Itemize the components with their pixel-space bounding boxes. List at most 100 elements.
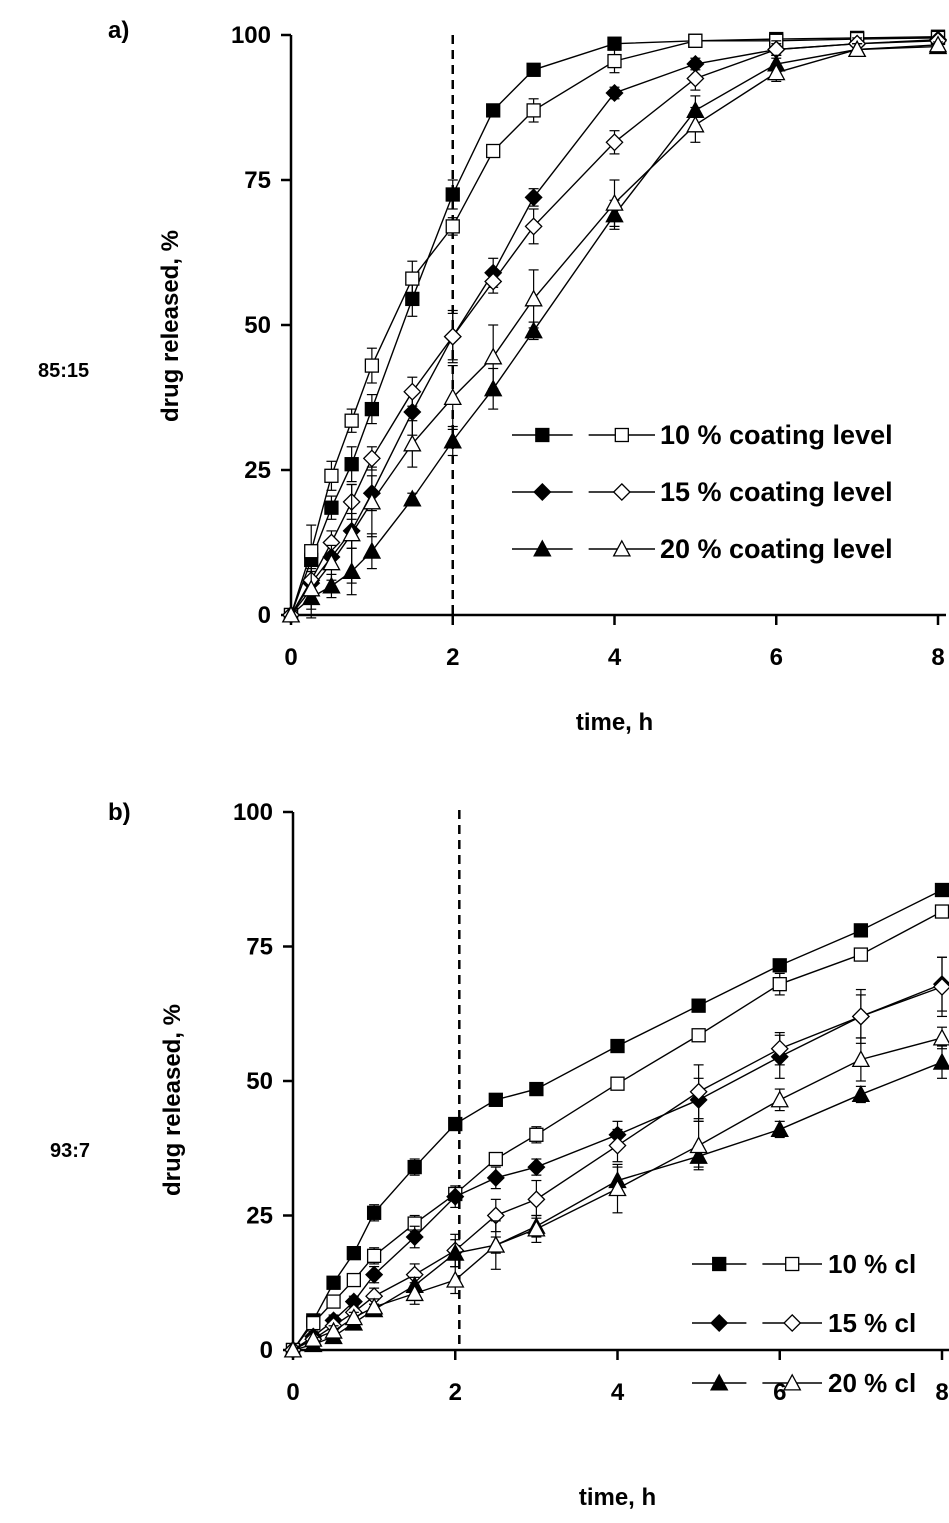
ratio-label-a: 85:15 bbox=[38, 360, 90, 382]
data-point bbox=[346, 1272, 361, 1288]
data-point bbox=[484, 272, 503, 291]
data-point bbox=[346, 1246, 361, 1261]
data-point bbox=[770, 1039, 789, 1058]
legend-label: 20 % cl bbox=[828, 1368, 916, 1398]
data-point bbox=[527, 1190, 546, 1209]
panel-label: a) bbox=[108, 17, 129, 44]
data-point bbox=[364, 1297, 384, 1315]
data-point bbox=[772, 977, 787, 992]
data-point bbox=[608, 1179, 627, 1197]
data-point bbox=[689, 1082, 708, 1101]
data-point bbox=[407, 1159, 422, 1175]
data-point bbox=[851, 1049, 871, 1068]
series-2 bbox=[283, 30, 946, 623]
data-point bbox=[934, 904, 949, 919]
data-point bbox=[448, 1116, 463, 1132]
data-point bbox=[304, 544, 319, 559]
data-point bbox=[932, 1052, 949, 1070]
data-point bbox=[605, 133, 624, 152]
y-tick-label: 0 bbox=[260, 1337, 273, 1364]
data-point bbox=[364, 401, 380, 417]
data-point bbox=[488, 1151, 503, 1167]
data-point bbox=[853, 923, 869, 938]
data-point bbox=[853, 947, 869, 962]
y-tick-label: 100 bbox=[233, 799, 273, 826]
data-point bbox=[686, 115, 705, 133]
series-line bbox=[290, 40, 939, 616]
data-point bbox=[344, 413, 359, 428]
series-line bbox=[290, 37, 939, 616]
data-point bbox=[524, 321, 543, 339]
data-point bbox=[324, 1321, 343, 1339]
data-point bbox=[524, 188, 543, 207]
legend-marker bbox=[533, 482, 552, 502]
series-line bbox=[290, 38, 939, 616]
legend-marker bbox=[535, 427, 550, 443]
series-line bbox=[290, 36, 939, 616]
x-axis-label: time, h bbox=[579, 1484, 656, 1511]
legend-marker bbox=[709, 1373, 729, 1391]
data-point bbox=[932, 1028, 949, 1046]
data-point bbox=[851, 1084, 871, 1103]
legend: 10 % cl 15 % cl 20 % cl bbox=[692, 1249, 916, 1398]
data-point bbox=[326, 1294, 341, 1309]
series-6 bbox=[283, 1026, 949, 1358]
legend-marker bbox=[533, 539, 552, 557]
legend-label: 20 % coating level bbox=[660, 534, 893, 564]
data-point bbox=[443, 388, 462, 406]
data-point bbox=[486, 1168, 505, 1187]
legend-marker bbox=[712, 1256, 727, 1272]
legend-entry-1: 10 % cl bbox=[692, 1249, 916, 1279]
legend-marker bbox=[710, 1313, 729, 1333]
data-point bbox=[770, 1119, 789, 1137]
data-point bbox=[324, 500, 339, 515]
data-point bbox=[847, 40, 867, 58]
data-point bbox=[691, 1028, 706, 1043]
data-point bbox=[446, 1187, 465, 1206]
legend-marker bbox=[782, 1373, 802, 1391]
data-point bbox=[488, 1092, 503, 1107]
x-tick-label: 0 bbox=[284, 644, 297, 671]
series-1 bbox=[285, 882, 949, 1358]
data-point bbox=[526, 103, 541, 118]
data-point bbox=[446, 1270, 465, 1288]
data-point bbox=[302, 579, 321, 597]
legend-marker bbox=[614, 427, 629, 443]
data-point bbox=[608, 1136, 627, 1155]
data-point bbox=[770, 1090, 789, 1108]
data-point bbox=[928, 35, 948, 53]
data-point bbox=[605, 83, 624, 103]
data-point bbox=[366, 1248, 382, 1264]
x-tick-label: 8 bbox=[935, 1379, 948, 1406]
series-1 bbox=[283, 29, 946, 623]
data-point bbox=[362, 492, 382, 510]
data-point bbox=[366, 1205, 382, 1220]
y-tick-label: 25 bbox=[244, 457, 271, 484]
data-point bbox=[362, 541, 382, 559]
data-point bbox=[483, 347, 503, 365]
chart-panel-b: 0 25 50 75 100 0 2 4 6 8 time, h drug released, % b)… bbox=[108, 799, 949, 1511]
data-point bbox=[364, 358, 380, 373]
legend-entry-2: 15 % cl bbox=[692, 1308, 916, 1338]
data-point bbox=[932, 977, 949, 996]
y-tick-label: 75 bbox=[244, 167, 271, 194]
data-point bbox=[445, 219, 460, 234]
y-tick-label: 75 bbox=[246, 934, 273, 961]
data-point bbox=[304, 1329, 323, 1347]
data-point bbox=[403, 382, 422, 401]
data-point bbox=[365, 1265, 384, 1284]
x-tick-label: 4 bbox=[611, 1379, 625, 1406]
data-point bbox=[772, 958, 787, 973]
data-point bbox=[405, 1284, 424, 1302]
data-point bbox=[688, 33, 703, 48]
data-point bbox=[691, 998, 706, 1013]
data-point bbox=[443, 327, 462, 346]
data-point bbox=[767, 63, 786, 81]
panel-label: b) bbox=[108, 799, 131, 826]
x-tick-label: 2 bbox=[449, 1379, 462, 1406]
series-6 bbox=[281, 35, 948, 623]
data-point bbox=[405, 1227, 424, 1247]
data-point bbox=[344, 1308, 364, 1326]
legend: 10 % coating level 15 % coating level 20 %… bbox=[512, 420, 893, 564]
